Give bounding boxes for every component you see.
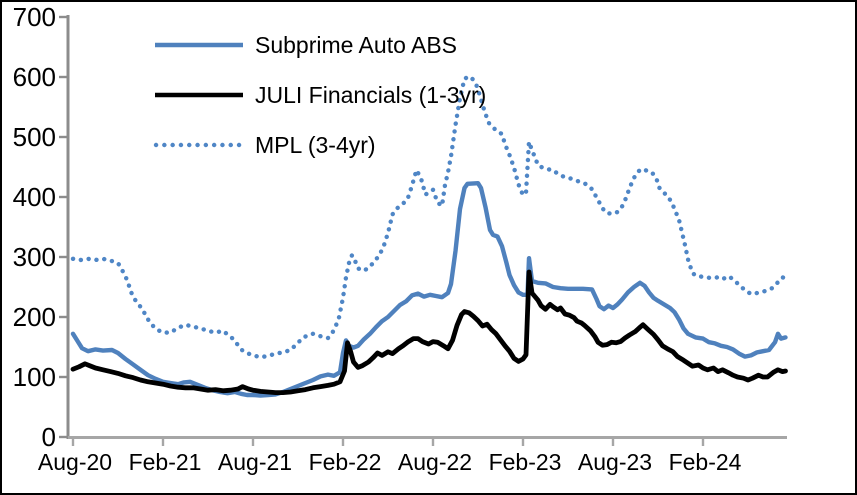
y-tick-label: 100 [13, 362, 56, 392]
legend-label-juli-financials: JULI Financials (1-3yr) [255, 81, 487, 108]
legend-item-juli-financials: JULI Financials (1-3yr) [153, 80, 486, 110]
x-tick-label: Feb-24 [669, 449, 742, 475]
series-line-subprime-auto-abs [70, 180, 788, 398]
black-solid-line-icon [155, 92, 243, 98]
x-tick-label: Aug-21 [218, 449, 292, 475]
y-axis: 0 100 200 300 400 500 600 700 [13, 2, 70, 452]
y-tick-label: 400 [13, 182, 56, 212]
y-tick-label: 300 [13, 242, 56, 272]
legend-item-mpl: MPL (3-4yr) [153, 130, 486, 160]
y-tick-label: 700 [13, 2, 56, 32]
legend-item-subprime-auto-abs: Subprime Auto ABS [153, 30, 486, 60]
x-tick-label: Feb-21 [129, 449, 202, 475]
x-tick-label: Aug-22 [398, 449, 472, 475]
x-tick-label: Aug-23 [578, 449, 652, 475]
x-tick-label: Aug-20 [38, 449, 112, 475]
x-axis: Aug-20 Feb-21 Aug-21 Feb-22 Aug-22 Feb-23 Aug-… [38, 436, 787, 475]
chart-legend: Subprime Auto ABS JULI Financials (1-3yr… [153, 30, 486, 160]
y-tick-label: 0 [42, 422, 56, 452]
x-tick-label: Feb-23 [489, 449, 562, 475]
series-line-juli-financials-1-3yr [70, 269, 788, 396]
y-tick-label: 200 [13, 302, 56, 332]
y-tick-label: 500 [13, 122, 56, 152]
legend-label-mpl: MPL (3-4yr) [255, 131, 376, 158]
legend-label-subprime-auto-abs: Subprime Auto ABS [255, 31, 458, 58]
blue-solid-line-icon [155, 42, 243, 48]
y-tick-label: 600 [13, 62, 56, 92]
x-tick-label: Feb-22 [309, 449, 382, 475]
blue-dotted-line-icon [153, 142, 245, 148]
